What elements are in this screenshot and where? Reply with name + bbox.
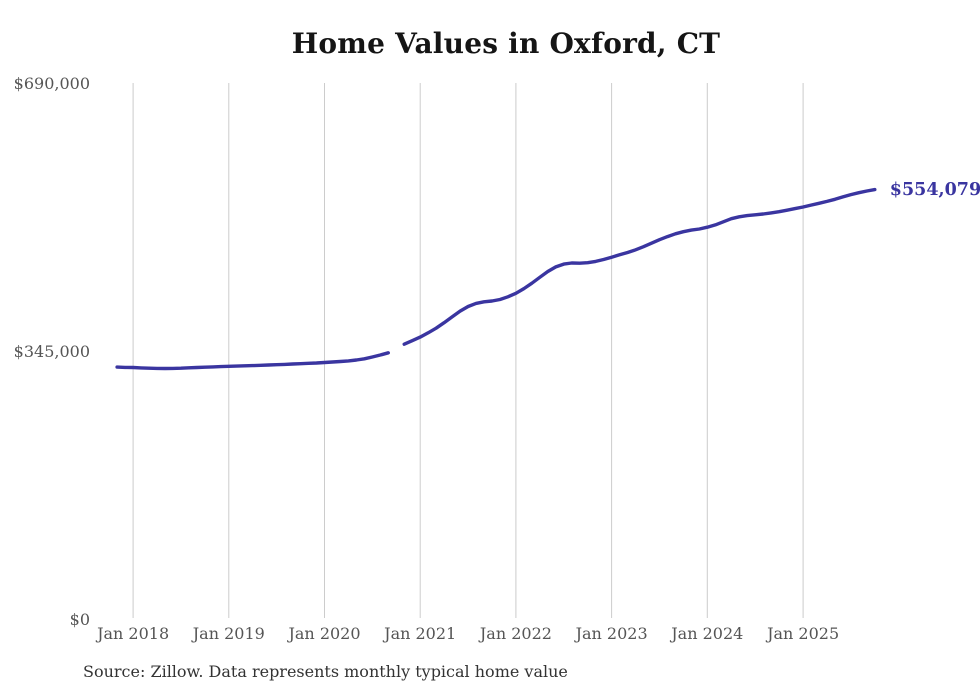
source-note: Source: Zillow. Data represents monthly … — [83, 662, 568, 681]
x-tick-label-jan-2024: Jan 2024 — [671, 624, 744, 643]
x-tick-label-jan-2023: Jan 2023 — [575, 624, 648, 643]
x-tick-label-jan-2025: Jan 2025 — [767, 624, 840, 643]
x-tick-label-jan-2022: Jan 2022 — [479, 624, 552, 643]
y-tick-label-0: $0 — [69, 610, 90, 629]
latest-value-label: $554,079 — [889, 179, 980, 200]
home-value-line — [115, 187, 877, 371]
x-tick-label-jan-2020: Jan 2020 — [288, 624, 361, 643]
y-tick-label-690000: $690,000 — [13, 74, 90, 93]
x-tick-label-jan-2021: Jan 2021 — [384, 624, 457, 643]
x-tick-label-jan-2018: Jan 2018 — [97, 624, 170, 643]
chart-title: Home Values in Oxford, CT — [291, 27, 721, 60]
x-tick-label-jan-2019: Jan 2019 — [192, 624, 265, 643]
y-tick-label-345000: $345,000 — [13, 342, 90, 361]
